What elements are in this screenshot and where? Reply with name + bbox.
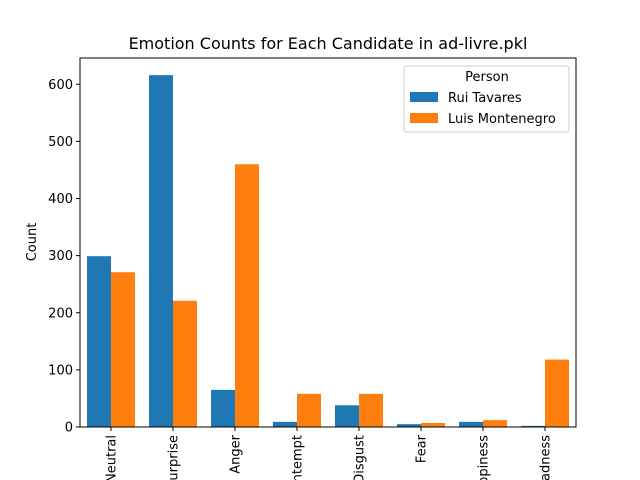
bar-luis-montenegro-anger [235,164,259,428]
legend: Person Rui Tavares Luis Montenegro [403,65,570,133]
bar-luis-montenegro-sadness [545,359,569,427]
legend-box [403,65,570,133]
bar-luis-montenegro-contempt [297,393,321,427]
chart-title: Emotion Counts for Each Candidate in ad-… [129,34,528,53]
y-tick-label: 300 [48,249,73,264]
bar-rui-tavares-contempt [273,421,297,427]
y-axis-ticks: 0 100 200 300 400 500 600 [48,78,80,436]
x-tick-label-anger: Anger [229,434,244,473]
legend-label-rui-tavares: Rui Tavares [448,91,522,106]
y-tick-label: 400 [48,192,73,207]
bar-rui-tavares-fear [397,424,421,427]
x-axis-ticks: Neutral Surprise Anger Contempt Disgust Fear H… [105,427,554,480]
y-axis-label: Count [25,223,40,262]
y-tick-label: 0 [65,421,73,436]
bar-luis-montenegro-disgust [359,393,383,427]
bar-rui-tavares-neutral [87,256,111,427]
bar-rui-tavares-surprise [149,75,173,427]
bar-rui-tavares-anger [211,389,235,427]
x-tick-label-happiness: Happiness [477,435,492,480]
legend-swatch-rui-tavares [410,92,438,102]
y-tick-label: 200 [48,306,73,321]
bar-rui-tavares-happiness [459,421,483,427]
y-tick-label: 500 [48,135,73,150]
bar-luis-montenegro-surprise [173,300,197,427]
y-tick-label: 100 [48,363,73,378]
legend-title: Person [465,70,509,85]
legend-label-luis-montenegro: Luis Montenegro [448,112,556,127]
x-tick-label-fear: Fear [415,434,430,463]
x-tick-label-sadness: Sadness [539,435,554,480]
bar-luis-montenegro-fear [421,423,445,427]
x-tick-label-contempt: Contempt [291,435,306,480]
bars [87,75,569,428]
y-tick-label: 600 [48,78,73,93]
x-tick-label-surprise: Surprise [167,435,182,480]
plot-frame [79,57,577,428]
bar-rui-tavares-disgust [335,405,359,427]
x-tick-label-neutral: Neutral [105,435,120,480]
legend-swatch-luis-montenegro [410,113,438,123]
bar-luis-montenegro-neutral [111,272,135,427]
bar-luis-montenegro-happiness [483,420,507,427]
x-tick-label-disgust: Disgust [353,435,368,480]
bar-rui-tavares-sadness [521,425,545,427]
